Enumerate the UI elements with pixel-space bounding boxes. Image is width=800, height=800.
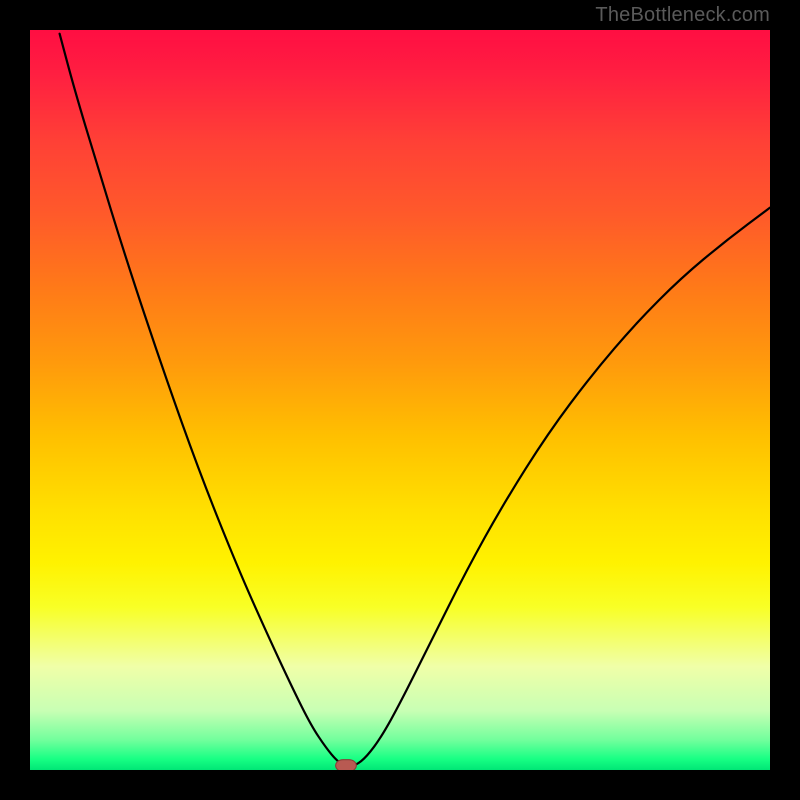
minimum-marker <box>336 760 357 770</box>
bottleneck-chart <box>30 30 770 770</box>
watermark-text: TheBottleneck.com <box>595 4 770 27</box>
gradient-background <box>30 30 770 770</box>
chart-frame: TheBottleneck.com <box>0 0 800 800</box>
plot-area <box>30 30 770 770</box>
